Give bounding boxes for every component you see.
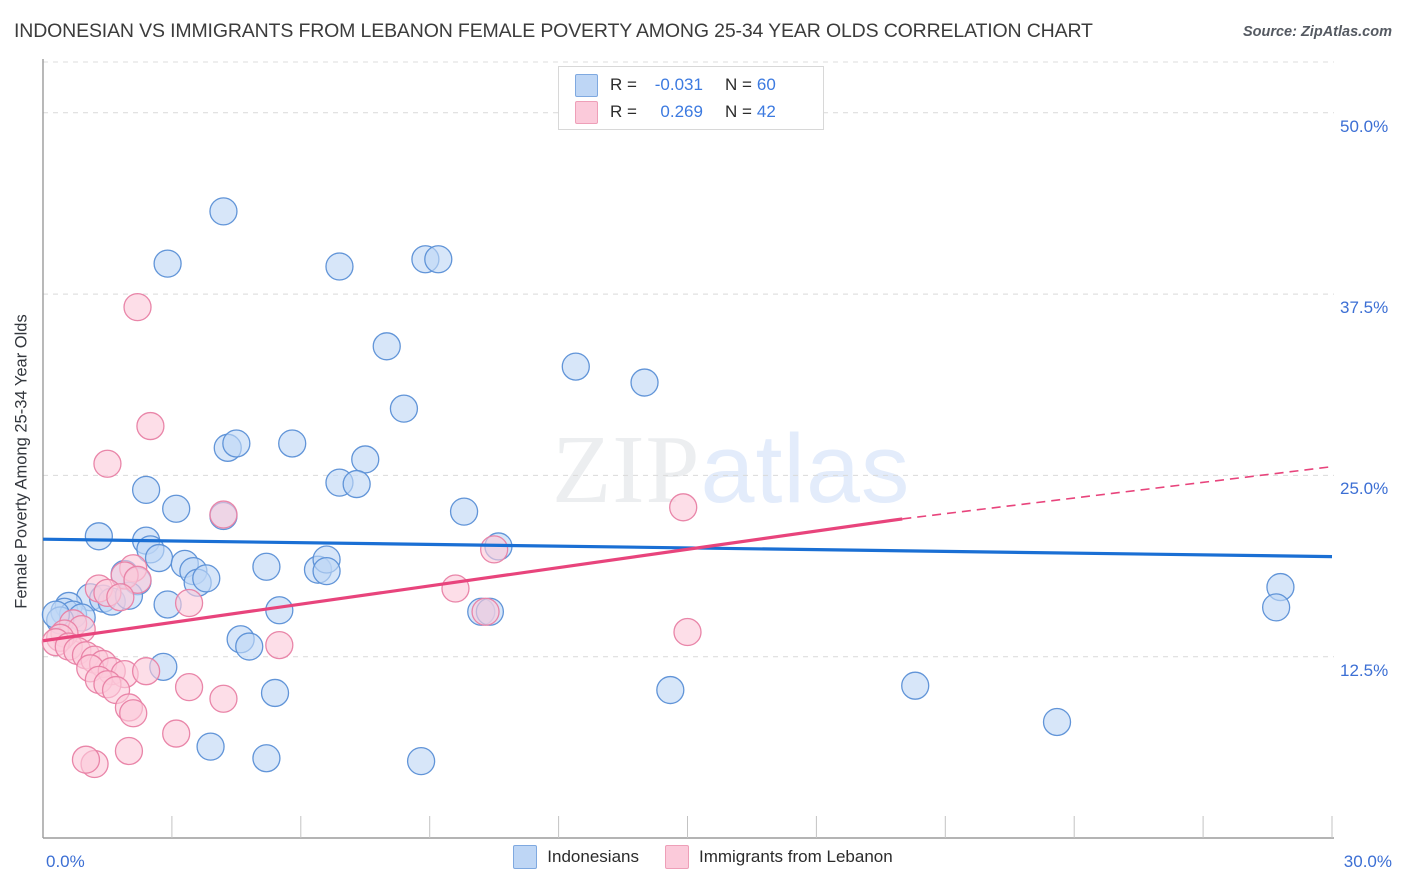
legend-item-lebanon[interactable]: Immigrants from Lebanon [664, 845, 893, 869]
stats-n-value-1: 60 [756, 75, 776, 94]
legend-label-indonesians: Indonesians [547, 847, 639, 866]
stats-n-value-2: 42 [756, 102, 776, 121]
y-tick-label-1: 25.0% [1340, 479, 1389, 499]
stats-swatch-pink [575, 100, 598, 124]
y-tick-label-0: 12.5% [1340, 660, 1389, 680]
y-tick-label-3: 50.0% [1340, 116, 1389, 136]
stats-r-value-1: -0.031 [654, 75, 703, 94]
stats-r-label-2: R = [610, 102, 637, 121]
legend-item-indonesians[interactable]: Indonesians [513, 845, 639, 869]
stats-n-label-1: N = [724, 75, 752, 94]
x-tick-label-left: 0.0% [46, 852, 85, 871]
stats-row-lebanon: R = 0.269 N = 42 [575, 99, 776, 125]
stats-swatch-blue [575, 73, 598, 97]
legend-swatch-pink [664, 845, 689, 869]
stats-r-value-2: 0.269 [660, 102, 703, 121]
x-tick-label-right: 30.0% [1343, 852, 1392, 871]
legend-swatch-blue [513, 845, 538, 869]
stats-n-label-2: N = [724, 102, 752, 121]
chart-legend: Indonesians Immigrants from Lebanon [0, 845, 1406, 869]
legend-label-lebanon: Immigrants from Lebanon [698, 847, 893, 866]
stats-r-label-1: R = [610, 75, 637, 94]
y-axis-title: Female Poverty Among 25-34 Year Olds [12, 314, 31, 609]
source-label: Source: ZipAtlas.com [1242, 24, 1392, 40]
y-tick-label-2: 37.5% [1340, 298, 1389, 318]
page-title: INDONESIAN VS IMMIGRANTS FROM LEBANON FE… [14, 20, 1093, 42]
correlation-stats-box: R = -0.031 N = 60 R = 0.269 N = 42 [558, 66, 824, 130]
stats-row-indonesians: R = -0.031 N = 60 [575, 72, 776, 98]
